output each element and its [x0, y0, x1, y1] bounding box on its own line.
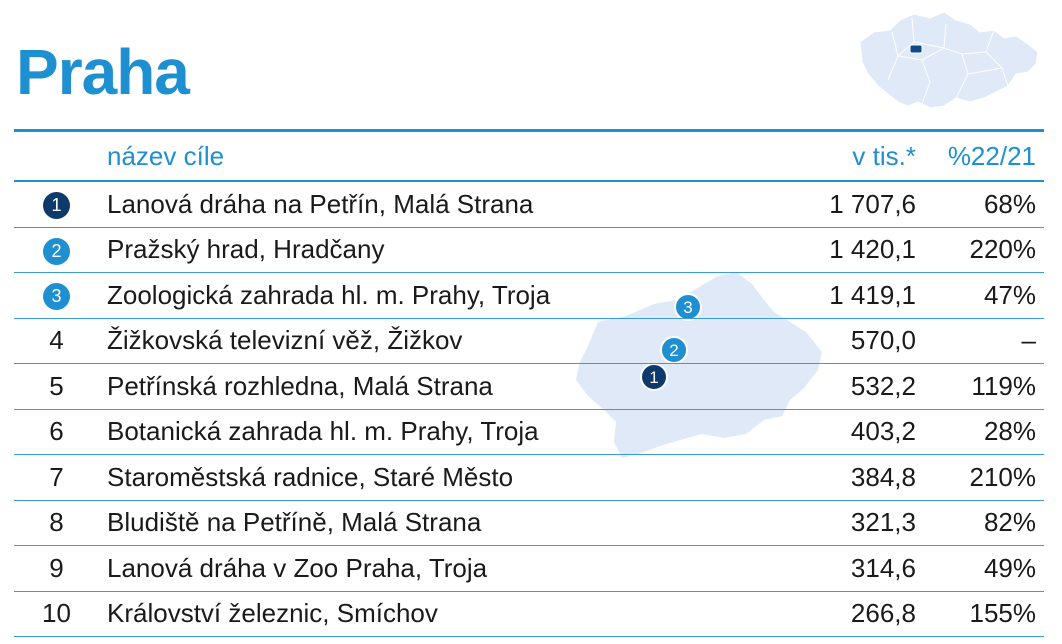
- table-row: 3 Zoologická zahrada hl. m. Prahy, Troja 1…: [14, 272, 1044, 319]
- visitors-value: 384,8: [724, 454, 924, 501]
- table-top-rule: [14, 129, 1044, 132]
- rank-number: 5: [49, 370, 64, 401]
- visitors-value: 570,0: [724, 318, 924, 364]
- change-value: 155%: [924, 591, 1044, 637]
- rank-cell: 8: [14, 500, 99, 546]
- attraction-name: Lanová dráha na Petřín, Malá Strana: [99, 181, 724, 228]
- attraction-name: Bludiště na Petříně, Malá Strana: [99, 500, 724, 546]
- change-value: 220%: [924, 227, 1044, 273]
- change-value: 28%: [924, 409, 1044, 455]
- rank-cell: 9: [14, 545, 99, 592]
- header-name: název cíle: [99, 132, 724, 182]
- rank-badge: 2: [43, 237, 70, 265]
- table-row: 9 Lanová dráha v Zoo Praha, Troja 314,6 49%: [14, 545, 1044, 592]
- header-visitors: v tis.*: [724, 132, 924, 182]
- rank-number: 8: [49, 507, 64, 538]
- change-value: –: [924, 318, 1044, 364]
- attraction-name: Žižkovská televizní věž, Žižkov: [99, 318, 724, 364]
- rank-number: 6: [49, 416, 64, 447]
- attraction-name: Království železnic, Smíchov: [99, 591, 724, 637]
- table-row: 10 Království železnic, Smíchov 266,8 155%: [14, 591, 1044, 637]
- table-row: 1 Lanová dráha na Petřín, Malá Strana 1 70…: [14, 181, 1044, 228]
- table-row: 7 Staroměstská radnice, Staré Město 384,8 2…: [14, 454, 1044, 501]
- rank-cell: 2: [14, 227, 99, 273]
- visitors-value: 1 419,1: [724, 272, 924, 319]
- prague-highlight: [909, 44, 923, 54]
- change-value: 68%: [924, 181, 1044, 228]
- attraction-name: Staroměstská radnice, Staré Město: [99, 454, 724, 501]
- table-row: 4 Žižkovská televizní věž, Žižkov 570,0–: [14, 318, 1044, 364]
- header-change: %22/21: [924, 132, 1044, 182]
- rank-number: 7: [49, 461, 64, 492]
- attraction-name: Lanová dráha v Zoo Praha, Troja: [99, 545, 724, 592]
- attraction-name: Zoologická zahrada hl. m. Prahy, Troja: [99, 272, 724, 319]
- region-borders: [887, 17, 1009, 105]
- visitors-value: 314,6: [724, 545, 924, 592]
- rank-badge: 3: [43, 283, 70, 311]
- change-value: 119%: [924, 363, 1044, 410]
- attractions-table: název cíle v tis.* %22/21 1 Lanová dráha …: [14, 132, 1044, 637]
- rank-cell: 4: [14, 318, 99, 364]
- visitors-value: 1 420,1: [724, 227, 924, 273]
- change-value: 49%: [924, 545, 1044, 592]
- visitors-value: 321,3: [724, 500, 924, 546]
- page-title: Praha: [16, 36, 190, 108]
- change-value: 210%: [924, 454, 1044, 501]
- table-header-row: název cíle v tis.* %22/21: [14, 132, 1044, 182]
- rank-cell: 1: [14, 181, 99, 228]
- rank-cell: 5: [14, 363, 99, 410]
- rank-number: 10: [42, 598, 71, 629]
- visitors-value: 266,8: [724, 591, 924, 637]
- visitors-value: 403,2: [724, 409, 924, 455]
- table-row: 5 Petřínská rozhledna, Malá Strana 532,2 11…: [14, 363, 1044, 410]
- rank-badge: 1: [43, 192, 70, 220]
- rank-cell: 3: [14, 272, 99, 319]
- visitors-value: 532,2: [724, 363, 924, 410]
- rank-cell: 10: [14, 591, 99, 637]
- rank-cell: 7: [14, 454, 99, 501]
- visitors-value: 1 707,6: [724, 181, 924, 228]
- change-value: 82%: [924, 500, 1044, 546]
- rank-cell: 6: [14, 409, 99, 455]
- attraction-name: Botanická zahrada hl. m. Prahy, Troja: [99, 409, 724, 455]
- rank-number: 9: [49, 552, 64, 583]
- table-row: 2 Pražský hrad, Hradčany 1 420,1 220%: [14, 227, 1044, 273]
- czech-republic-outline: [859, 11, 1039, 109]
- attraction-name: Petřínská rozhledna, Malá Strana: [99, 363, 724, 410]
- table-row: 6 Botanická zahrada hl. m. Prahy, Troja 40…: [14, 409, 1044, 455]
- change-value: 47%: [924, 272, 1044, 319]
- attraction-name: Pražský hrad, Hradčany: [99, 227, 724, 273]
- rank-number: 4: [49, 325, 64, 356]
- header-rank: [14, 132, 99, 182]
- czech-republic-locator-map: [859, 11, 1039, 109]
- table-row: 8 Bludiště na Petříně, Malá Strana 321,3 82…: [14, 500, 1044, 546]
